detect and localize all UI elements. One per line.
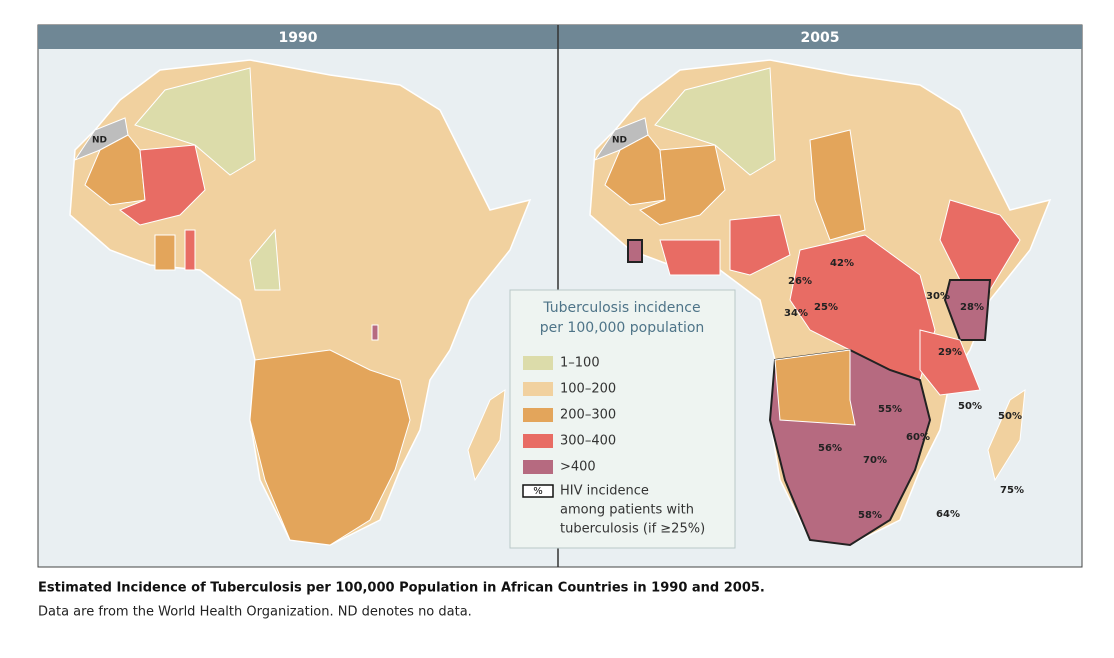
caption-title: Estimated Incidence of Tuberculosis per … — [38, 581, 765, 596]
nd-label: ND — [612, 136, 627, 146]
legend-label: 100–200 — [560, 382, 616, 397]
country-region — [154, 234, 176, 271]
legend-swatch — [523, 356, 553, 370]
hiv-label: 56% — [818, 443, 842, 454]
country-region — [371, 324, 379, 341]
panel-title: 1990 — [279, 30, 318, 46]
country-region — [73, 117, 129, 162]
hiv-label: 30% — [926, 291, 950, 302]
nd-label: ND — [92, 136, 107, 146]
hiv-label: 58% — [858, 510, 882, 521]
hiv-label: 55% — [878, 404, 902, 415]
hiv-symbol-box — [522, 484, 554, 498]
hiv-label: 42% — [830, 258, 854, 269]
hiv-label: 50% — [998, 411, 1022, 422]
country-region — [593, 117, 649, 162]
hiv-label: 50% — [958, 401, 982, 412]
country-region — [249, 228, 281, 291]
hiv-text: HIV incidence — [560, 484, 649, 499]
panel-title: 2005 — [801, 30, 840, 46]
legend-title: per 100,000 population — [540, 320, 705, 336]
hiv-text: among patients with — [560, 503, 694, 518]
hiv-label: 26% — [788, 276, 812, 287]
hiv-label: 25% — [814, 302, 838, 313]
hiv-label: 60% — [906, 432, 930, 443]
country-region — [659, 239, 721, 276]
header-band — [38, 25, 1082, 49]
hiv-label: 70% — [863, 455, 887, 466]
legend-title: Tuberculosis incidence — [542, 300, 700, 316]
hiv-label: 29% — [938, 347, 962, 358]
legend-swatch — [523, 408, 553, 422]
country-region — [249, 349, 411, 546]
country-region — [809, 129, 866, 241]
country-region — [919, 329, 981, 396]
hiv-label: 75% — [1000, 485, 1024, 496]
hiv-text: tuberculosis (if ≥25%) — [560, 522, 705, 537]
legend-swatch — [523, 382, 553, 396]
hiv-label: 28% — [960, 302, 984, 313]
hiv-label: 64% — [936, 509, 960, 520]
madagascar — [987, 388, 1026, 482]
country-region — [118, 144, 206, 226]
country-region — [774, 349, 856, 426]
legend-label: 200–300 — [560, 408, 616, 423]
hiv-symbol: % — [533, 486, 543, 497]
country-region — [184, 229, 196, 271]
legend-swatch — [523, 460, 553, 474]
legend-swatch — [523, 434, 553, 448]
legend-label: 300–400 — [560, 434, 616, 449]
country-region — [729, 214, 791, 276]
caption-text: Data are from the World Health Organizat… — [38, 605, 472, 620]
madagascar — [467, 388, 506, 482]
legend-label: >400 — [560, 460, 596, 475]
hiv-label: 34% — [784, 308, 808, 319]
country-region — [627, 239, 643, 263]
country-region — [943, 279, 992, 341]
country-region — [638, 144, 726, 226]
legend-label: 1–100 — [560, 356, 600, 371]
